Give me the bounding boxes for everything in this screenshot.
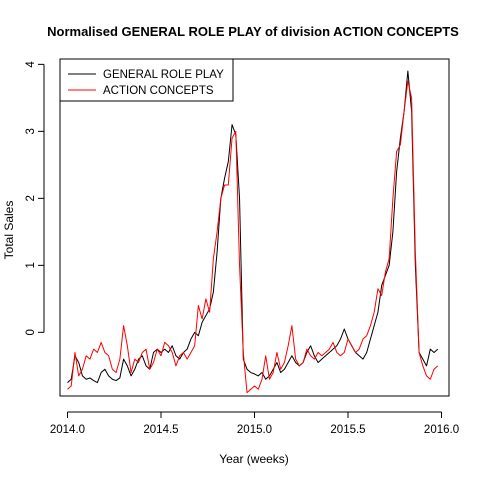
chart-title: Normalised GENERAL ROLE PLAY of division… [47,24,459,39]
x-tick-label: 2016.0 [424,424,459,436]
y-tick-label: 2 [25,195,37,201]
y-axis-label: Total Sales [2,201,16,260]
legend: GENERAL ROLE PLAY ACTION CONCEPTS [60,59,233,101]
x-axis: 2014.0 2014.5 2015.0 2015.5 2016.0 [50,412,459,436]
y-tick-label: 3 [25,128,37,134]
y-axis: 0 1 2 3 4 [25,61,44,336]
x-axis-label: Year (weeks) [219,452,289,466]
x-tick-label: 2014.5 [143,424,178,436]
y-tick-label: 4 [25,61,37,68]
legend-label-action-concepts: ACTION CONCEPTS [103,85,214,97]
y-tick-label: 0 [25,329,37,335]
x-tick-label: 2014.0 [50,424,85,436]
legend-label-general-role-play: GENERAL ROLE PLAY [103,69,224,81]
y-tick-label: 1 [25,262,37,268]
series-layer [67,71,437,393]
series-line-general-role-play [67,71,437,383]
series-line-action-concepts [67,81,437,393]
x-tick-label: 2015.5 [330,424,365,436]
x-tick-label: 2015.0 [237,424,272,436]
